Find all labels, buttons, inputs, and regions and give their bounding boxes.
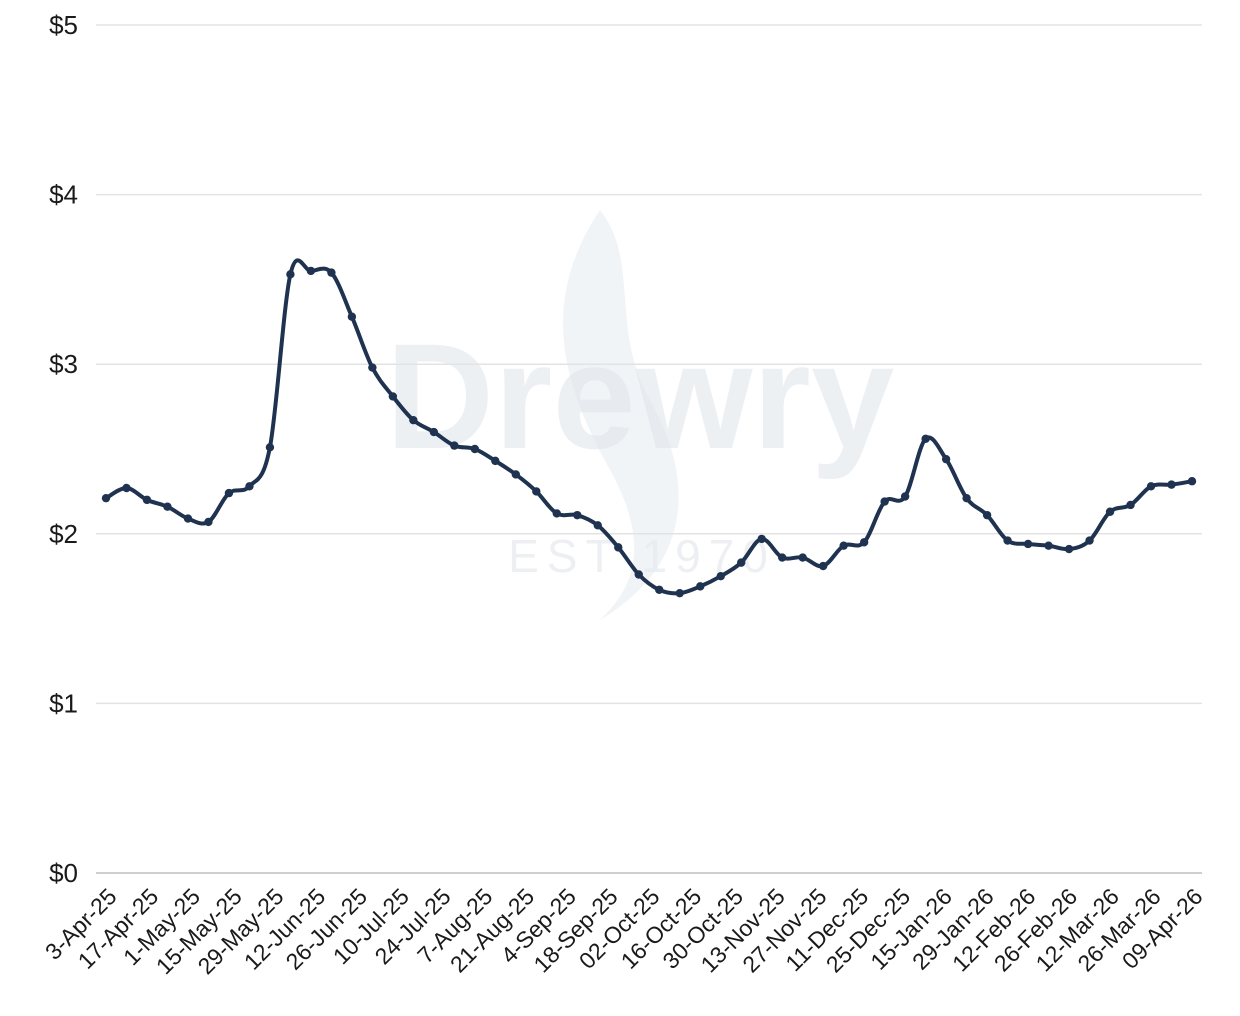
y-tick-label: $3	[49, 349, 78, 379]
data-point	[798, 553, 807, 562]
data-point	[1126, 500, 1135, 510]
data-point	[224, 488, 234, 498]
data-point	[1105, 507, 1115, 516]
data-point	[941, 454, 951, 464]
data-point	[245, 482, 254, 491]
data-point	[327, 268, 336, 277]
data-point	[1085, 536, 1094, 545]
data-point	[122, 483, 131, 493]
data-point	[614, 543, 623, 552]
data-point	[962, 493, 971, 503]
data-point	[470, 444, 480, 454]
data-point	[1187, 477, 1197, 486]
data-point	[286, 270, 295, 279]
data-point	[737, 558, 746, 567]
data-point	[101, 493, 111, 503]
data-point	[921, 434, 930, 444]
data-point	[163, 502, 172, 511]
data-point	[1064, 544, 1074, 554]
data-point	[900, 492, 910, 501]
data-point	[347, 312, 357, 321]
data-point	[716, 572, 725, 581]
data-point	[429, 427, 439, 437]
data-point	[982, 510, 992, 520]
data-point	[757, 534, 766, 544]
x-axis: 3-Apr-2517-Apr-251-May-2515-May-2529-May…	[40, 883, 1208, 979]
y-tick-label: $4	[49, 180, 78, 210]
data-point	[142, 495, 152, 505]
watermark: Drewry EST 1970	[386, 210, 895, 620]
data-point	[634, 570, 643, 579]
data-point	[532, 487, 541, 496]
data-point	[183, 514, 193, 523]
data-point	[1023, 539, 1033, 549]
data-point	[593, 521, 602, 530]
data-point	[696, 582, 705, 591]
data-point	[552, 509, 561, 518]
data-point	[388, 392, 398, 401]
series-group	[101, 258, 1197, 598]
data-point	[204, 517, 213, 527]
y-tick-label: $0	[49, 858, 78, 888]
data-point	[409, 415, 418, 425]
data-point	[1146, 482, 1156, 491]
data-point	[511, 470, 521, 479]
data-point	[450, 441, 459, 450]
data-point	[1003, 536, 1012, 545]
gridlines	[96, 24, 1202, 874]
data-point	[491, 456, 500, 466]
data-point	[306, 266, 316, 276]
y-tick-label: $5	[49, 10, 78, 40]
data-point	[573, 510, 582, 520]
y-tick-label: $2	[49, 519, 78, 549]
y-tick-label: $1	[49, 688, 78, 718]
data-point	[1044, 541, 1053, 550]
data-point	[818, 561, 828, 571]
data-point	[839, 541, 848, 550]
data-point	[1167, 480, 1176, 489]
data-point	[675, 588, 684, 598]
data-point	[859, 538, 869, 547]
data-point	[265, 443, 275, 452]
y-axis: $0 $1 $2 $3 $4 $5	[49, 10, 78, 888]
data-point	[368, 363, 377, 372]
data-point	[655, 585, 664, 594]
watermark-brand: Drewry	[386, 312, 895, 480]
flame-logo	[562, 210, 679, 620]
data-point	[777, 553, 787, 562]
data-point	[880, 497, 889, 506]
